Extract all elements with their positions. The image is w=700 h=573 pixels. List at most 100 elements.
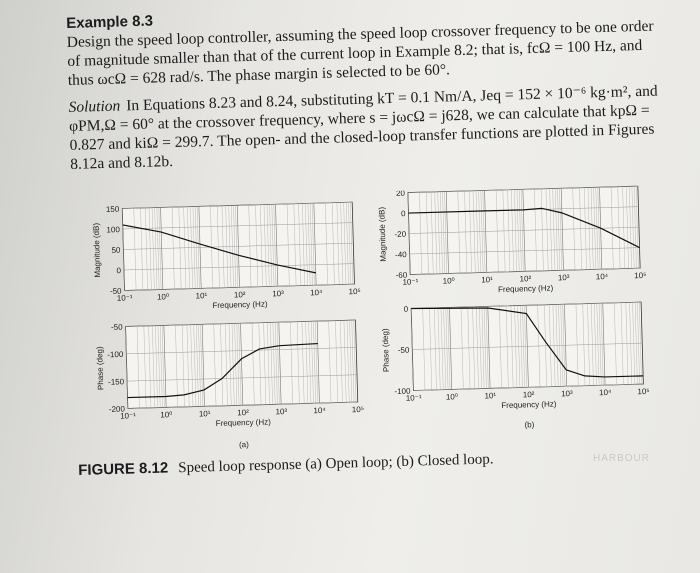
x-tick-label: 10¹ bbox=[484, 391, 496, 400]
x-tick-label: 10⁰ bbox=[443, 276, 455, 285]
grid-line-vertical bbox=[228, 323, 232, 406]
grid-line-vertical bbox=[263, 322, 267, 405]
y-tick-label: -40 bbox=[395, 250, 407, 259]
y-tick-label: -50 bbox=[398, 346, 410, 355]
grid-line-vertical bbox=[200, 324, 203, 407]
grid-line-vertical bbox=[148, 325, 152, 408]
x-tick-label: 10⁻¹ bbox=[117, 293, 133, 302]
grid-line-horizontal bbox=[411, 301, 642, 309]
y-axis-label: Magnitude (dB) bbox=[377, 206, 388, 261]
grid-line-vertical bbox=[238, 323, 242, 406]
grid-line-vertical bbox=[258, 322, 262, 405]
y-tick-label: -200 bbox=[109, 405, 126, 414]
grid-line-vertical bbox=[270, 322, 273, 405]
x-tick-label: 10⁻¹ bbox=[120, 411, 136, 420]
y-tick-label: -100 bbox=[394, 387, 411, 396]
grid-line-vertical bbox=[152, 325, 155, 408]
panel-a-label: (a) bbox=[239, 440, 249, 449]
grid-line-vertical bbox=[198, 324, 201, 407]
grid-line-vertical bbox=[351, 320, 355, 403]
y-tick-label: -50 bbox=[111, 323, 123, 332]
x-tick-label: 10² bbox=[523, 390, 535, 399]
grid-line-vertical bbox=[136, 326, 140, 409]
y-axis-label: Phase (deg) bbox=[95, 346, 105, 390]
example-text-block: Example 8.3 Design the speed loop contro… bbox=[66, 0, 670, 174]
grid-line-vertical bbox=[340, 320, 343, 403]
response-curve bbox=[411, 307, 644, 378]
x-tick-label: 10⁵ bbox=[348, 287, 360, 296]
grid-line-vertical bbox=[159, 325, 163, 408]
y-tick-label: -100 bbox=[107, 350, 124, 359]
x-tick-label: 10⁴ bbox=[599, 388, 612, 397]
grid-line-vertical bbox=[343, 320, 347, 403]
grid-line-horizontal bbox=[123, 242, 354, 250]
x-tick-label: 10² bbox=[237, 408, 249, 417]
solution-text: In Equations 8.23 and 8.24, substituting… bbox=[68, 82, 658, 173]
y-tick-label: -50 bbox=[110, 287, 122, 296]
grid-line-horizontal bbox=[126, 347, 357, 355]
grid-line-vertical bbox=[236, 323, 240, 406]
grid-line-vertical bbox=[155, 325, 158, 408]
grid-line-horizontal bbox=[413, 383, 644, 391]
grid-line-vertical bbox=[201, 324, 205, 407]
figure-8-12: 150 100 50 0 -50 10⁻¹ 10⁰ 10¹ 10² 10³ 10⁴ 10⁵ Freque… bbox=[70, 183, 678, 500]
grid-line-horizontal bbox=[125, 319, 356, 327]
grid-line-vertical bbox=[225, 323, 228, 406]
book-page: Example 8.3 Design the speed loop contro… bbox=[40, 0, 680, 573]
grid-line-horizontal bbox=[122, 201, 353, 209]
grid-line-vertical bbox=[274, 322, 278, 405]
y-tick-label: 0 bbox=[116, 266, 121, 275]
grid-line-horizontal bbox=[122, 222, 353, 230]
x-tick-label: 10⁴ bbox=[596, 272, 609, 281]
response-curve bbox=[122, 224, 316, 274]
grid-line-vertical bbox=[272, 322, 276, 405]
y-tick-label: 0 bbox=[401, 209, 406, 218]
grid-line-vertical bbox=[213, 324, 217, 407]
grid-line-vertical bbox=[163, 325, 167, 408]
grid-line-horizontal bbox=[412, 342, 643, 350]
x-tick-label: 10³ bbox=[272, 289, 284, 298]
solution-label: Solution bbox=[68, 97, 121, 116]
grid-line-vertical bbox=[349, 320, 353, 403]
x-tick-label: 10⁴ bbox=[313, 406, 326, 415]
grid-line-vertical bbox=[301, 321, 305, 404]
grid-line-vertical bbox=[335, 320, 338, 403]
x-tick-label: 10⁻¹ bbox=[402, 277, 418, 286]
example-solution-paragraph: Solution In Equations 8.23 and 8.24, subs… bbox=[68, 81, 670, 174]
x-tick-label: 10⁵ bbox=[637, 387, 649, 396]
y-axis-label: Phase (deg) bbox=[381, 328, 391, 372]
grid-line-horizontal bbox=[410, 267, 641, 275]
y-axis-label: Magnitude (dB) bbox=[92, 222, 103, 277]
grid-line-vertical bbox=[143, 325, 147, 408]
x-tick-label: 10⁵ bbox=[634, 271, 646, 280]
grid-line-vertical bbox=[290, 321, 293, 404]
y-tick-label: 100 bbox=[106, 225, 120, 234]
x-tick-label: 10² bbox=[234, 290, 246, 299]
grid-line-vertical bbox=[193, 324, 197, 407]
x-axis-label: Frequency (Hz) bbox=[212, 300, 268, 311]
x-tick-label: 10⁵ bbox=[352, 405, 364, 414]
panel-b-label: (b) bbox=[524, 420, 534, 429]
grid-line-vertical bbox=[353, 320, 357, 403]
grid-line-vertical bbox=[346, 320, 350, 403]
grid-line-vertical bbox=[231, 323, 235, 406]
grid-line-vertical bbox=[311, 321, 314, 404]
y-tick-label: -60 bbox=[396, 271, 408, 280]
y-tick-label: 150 bbox=[106, 205, 120, 214]
grid-line-vertical bbox=[328, 320, 332, 403]
y-tick-label: 20 bbox=[396, 189, 406, 198]
x-tick-label: 10² bbox=[519, 274, 531, 283]
figure-number: FIGURE 8.12 bbox=[78, 459, 169, 479]
y-tick-label: 50 bbox=[111, 246, 121, 255]
x-tick-label: 10⁴ bbox=[310, 288, 323, 297]
grid-line-vertical bbox=[308, 321, 312, 404]
grid-line-vertical bbox=[196, 324, 199, 407]
grid-line-vertical bbox=[251, 322, 255, 405]
x-tick-label: 10³ bbox=[558, 273, 570, 282]
grid-line-vertical bbox=[181, 324, 185, 407]
grid-line-vertical bbox=[313, 321, 316, 404]
